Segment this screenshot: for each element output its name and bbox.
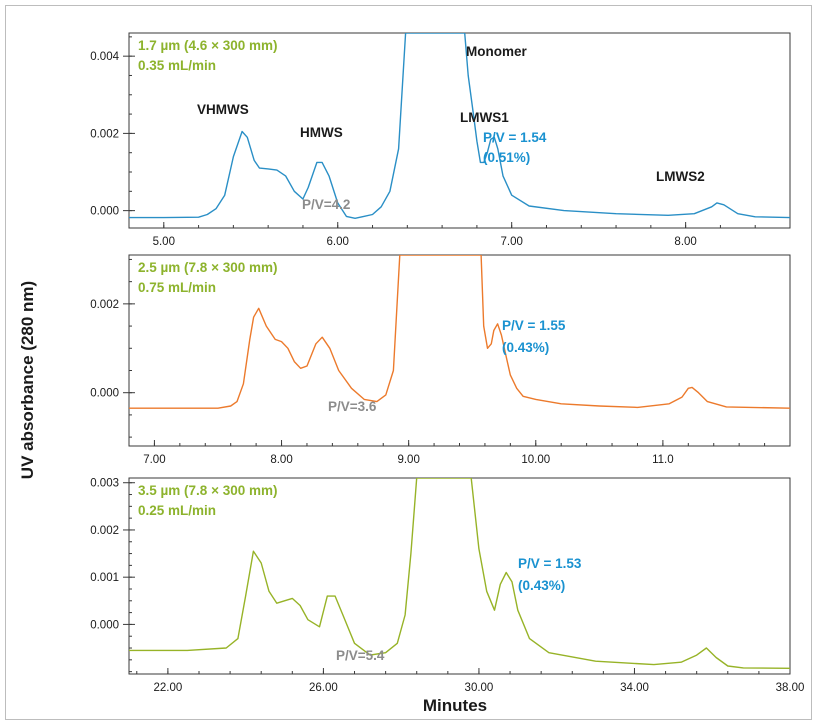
chart-panel-1: 0.000 0.002 0.004 5.00 6.00 7.00 8.00 1.7 µm (4… — [90, 32, 791, 248]
plot-area-frame — [128, 254, 791, 447]
y-tick-label: 0.003 — [90, 478, 119, 490]
x-tick-label: 34.00 — [620, 682, 649, 694]
x-tick-label: 6.00 — [327, 236, 349, 248]
condition-label: 0.35 mL/min — [138, 58, 216, 73]
lmws-pv-label: P/V = 1.55 — [502, 318, 566, 333]
condition-label: 1.7 µm (4.6 × 300 mm) — [138, 38, 277, 53]
x-tick-label: 9.00 — [397, 454, 419, 466]
plot-area-frame — [128, 477, 791, 675]
condition-label: 2.5 µm (7.8 × 300 mm) — [138, 260, 277, 275]
y-axis-title: UV absorbance (280 nm) — [18, 281, 37, 479]
peak-valley-ratio-label: P/V=3.6 — [328, 399, 377, 414]
lmws-pv-label: (0.43%) — [518, 578, 565, 593]
peak-label-vhmws: VHMWS — [197, 102, 249, 117]
x-tick-label: 11.0 — [652, 454, 674, 466]
x-tick-label: 8.00 — [674, 236, 696, 248]
y-tick-label: 0.002 — [90, 128, 119, 140]
condition-label: 3.5 µm (7.8 × 300 mm) — [138, 483, 277, 498]
x-tick-label: 7.00 — [143, 454, 165, 466]
condition-label: 0.25 mL/min — [138, 503, 216, 518]
plot-area-frame — [128, 32, 791, 229]
x-tick-label: 10.00 — [521, 454, 550, 466]
lmws-pv-label: P/V = 1.54 — [483, 130, 547, 145]
y-tick-label: 0.004 — [90, 51, 119, 63]
x-axis-title: Minutes — [423, 696, 487, 715]
lmws-pv-label: P/V = 1.53 — [518, 556, 582, 571]
chromatogram-trace — [129, 33, 790, 219]
x-tick-label: 22.00 — [153, 682, 182, 694]
x-tick-label: 30.00 — [465, 682, 494, 694]
y-tick-label: 0.001 — [90, 572, 119, 584]
peak-label-lmws2: LMWS2 — [656, 169, 705, 184]
y-tick-label: 0.002 — [90, 525, 119, 537]
y-tick-label: 0.000 — [90, 388, 119, 400]
y-tick-label: 0.002 — [90, 299, 119, 311]
y-tick-label: 0.000 — [90, 206, 119, 218]
chromatogram-trace — [129, 255, 790, 409]
x-tick-label: 38.00 — [776, 682, 805, 694]
condition-label: 0.75 mL/min — [138, 280, 216, 295]
peak-label-monomer: Monomer — [466, 44, 527, 59]
peak-label-lmws1: LMWS1 — [460, 110, 509, 125]
peak-valley-ratio-label: P/V=5.4 — [336, 648, 385, 663]
lmws-pv-label: (0.43%) — [502, 340, 549, 355]
x-tick-label: 26.00 — [309, 682, 338, 694]
chromatogram-trace — [129, 478, 790, 669]
peak-label-hmws: HMWS — [300, 125, 343, 140]
y-tick-label: 0.000 — [90, 619, 119, 631]
chart-panel-3: 0.000 0.001 0.002 0.003 22.00 26.00 30.00 34.00… — [90, 477, 805, 694]
x-tick-label: 5.00 — [153, 236, 175, 248]
lmws-pv-label: (0.51%) — [483, 150, 530, 165]
x-tick-label: 8.00 — [270, 454, 292, 466]
figure-frame — [5, 5, 812, 720]
x-tick-label: 7.00 — [500, 236, 522, 248]
chart-panel-2: 0.000 0.002 7.00 8.00 9.00 10.00 11.0 2.5 µm (7… — [90, 254, 791, 466]
peak-valley-ratio-label: P/V=4.2 — [302, 197, 350, 212]
